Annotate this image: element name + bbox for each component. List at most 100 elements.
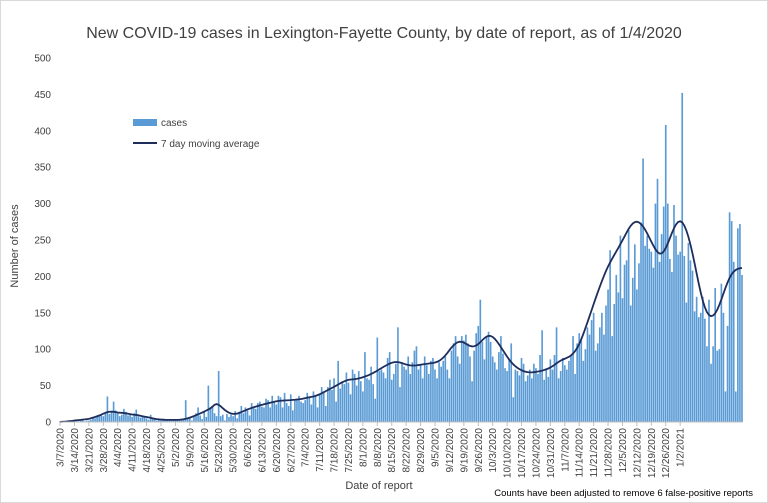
x-tick-label: 10/17/2020 <box>517 428 528 478</box>
case-bar <box>561 357 564 422</box>
case-bar <box>718 349 721 422</box>
case-bar <box>160 419 162 422</box>
case-bar <box>691 270 694 422</box>
case-bar <box>695 296 698 422</box>
case-bar <box>193 416 195 422</box>
case-bar <box>613 304 616 422</box>
case-bar <box>675 235 677 422</box>
case-bar <box>415 346 418 422</box>
case-bar <box>285 403 288 422</box>
case-bar <box>273 401 276 422</box>
y-tick-label: 50 <box>40 381 52 392</box>
case-bar <box>345 372 348 422</box>
case-bar <box>388 352 391 422</box>
case-bar <box>458 363 461 422</box>
case-bar <box>145 418 148 422</box>
case-bar <box>360 381 362 422</box>
case-bar <box>221 414 224 422</box>
case-bar <box>211 406 214 422</box>
case-bar <box>681 92 684 422</box>
x-tick-label: 7/18/2020 <box>330 428 341 473</box>
x-tick-label: 5/30/2020 <box>229 428 240 473</box>
y-tick-label: 350 <box>34 163 51 174</box>
case-bar <box>491 356 494 422</box>
case-bar <box>559 371 562 422</box>
case-bar <box>666 203 669 422</box>
case-bar <box>444 356 447 422</box>
case-bar <box>85 420 88 422</box>
case-bar <box>588 334 591 422</box>
case-bar <box>186 417 189 422</box>
case-bar <box>574 373 576 422</box>
case-bar <box>456 356 459 422</box>
case-bar <box>467 343 469 422</box>
y-tick-label: 300 <box>34 199 51 210</box>
case-bar <box>302 403 304 422</box>
case-bar <box>679 251 681 422</box>
x-tick-label: 3/7/2020 <box>56 428 67 467</box>
case-bar <box>693 311 696 422</box>
case-bar <box>669 258 671 422</box>
case-bar <box>739 223 741 422</box>
x-tick-label: 9/19/2020 <box>459 428 470 473</box>
case-bar <box>442 360 445 422</box>
moving-average-line <box>59 220 743 423</box>
case-bar <box>209 407 212 422</box>
x-tick-label: 6/13/2020 <box>257 428 268 473</box>
case-bar <box>563 365 566 422</box>
case-bar <box>710 363 712 422</box>
y-tick-label: 450 <box>34 90 51 101</box>
case-bar <box>654 203 657 422</box>
case-bar <box>473 350 475 422</box>
case-bar <box>578 333 581 422</box>
case-bar <box>123 408 125 422</box>
case-bar <box>586 327 589 422</box>
case-bar <box>403 366 405 422</box>
case-bar <box>240 405 243 422</box>
case-bar <box>129 414 131 422</box>
case-bar <box>685 302 688 422</box>
case-bar <box>230 414 232 422</box>
case-bar <box>355 385 358 422</box>
case-bar <box>671 272 673 422</box>
case-bar <box>320 387 323 422</box>
case-bar <box>454 336 457 422</box>
case-bar <box>401 362 403 422</box>
case-bar <box>553 355 556 422</box>
case-bar <box>269 407 271 422</box>
x-tick-label: 11/21/2020 <box>589 428 600 478</box>
case-bar <box>296 398 298 422</box>
case-bar <box>224 420 226 422</box>
case-bar <box>545 368 548 422</box>
case-bar <box>734 391 737 422</box>
y-tick-label: 200 <box>34 272 51 283</box>
x-tick-label: 6/6/2020 <box>243 428 254 467</box>
case-bar <box>252 407 255 422</box>
case-bar <box>603 334 605 422</box>
case-bar <box>275 404 278 422</box>
case-bar <box>164 420 166 422</box>
case-bar <box>351 369 354 422</box>
x-tick-label: 10/10/2020 <box>503 428 514 478</box>
case-bar <box>294 400 296 422</box>
case-bar <box>427 373 430 422</box>
y-tick-label: 400 <box>34 126 51 137</box>
case-bar <box>714 288 717 422</box>
case-bar <box>147 419 150 422</box>
case-bar <box>397 327 399 422</box>
x-tick-label: 4/25/2020 <box>156 428 167 473</box>
case-bar <box>568 360 570 422</box>
case-bar <box>312 391 315 422</box>
case-bar <box>110 411 113 422</box>
case-bar <box>572 336 574 422</box>
y-tick-label: 250 <box>34 236 51 247</box>
case-bar <box>322 392 325 422</box>
case-bar <box>374 398 377 422</box>
case-bar <box>205 416 208 422</box>
case-bar <box>551 369 554 422</box>
case-bar <box>203 411 206 422</box>
case-bar <box>518 375 521 422</box>
case-bar <box>592 312 595 422</box>
case-bar <box>493 362 496 422</box>
